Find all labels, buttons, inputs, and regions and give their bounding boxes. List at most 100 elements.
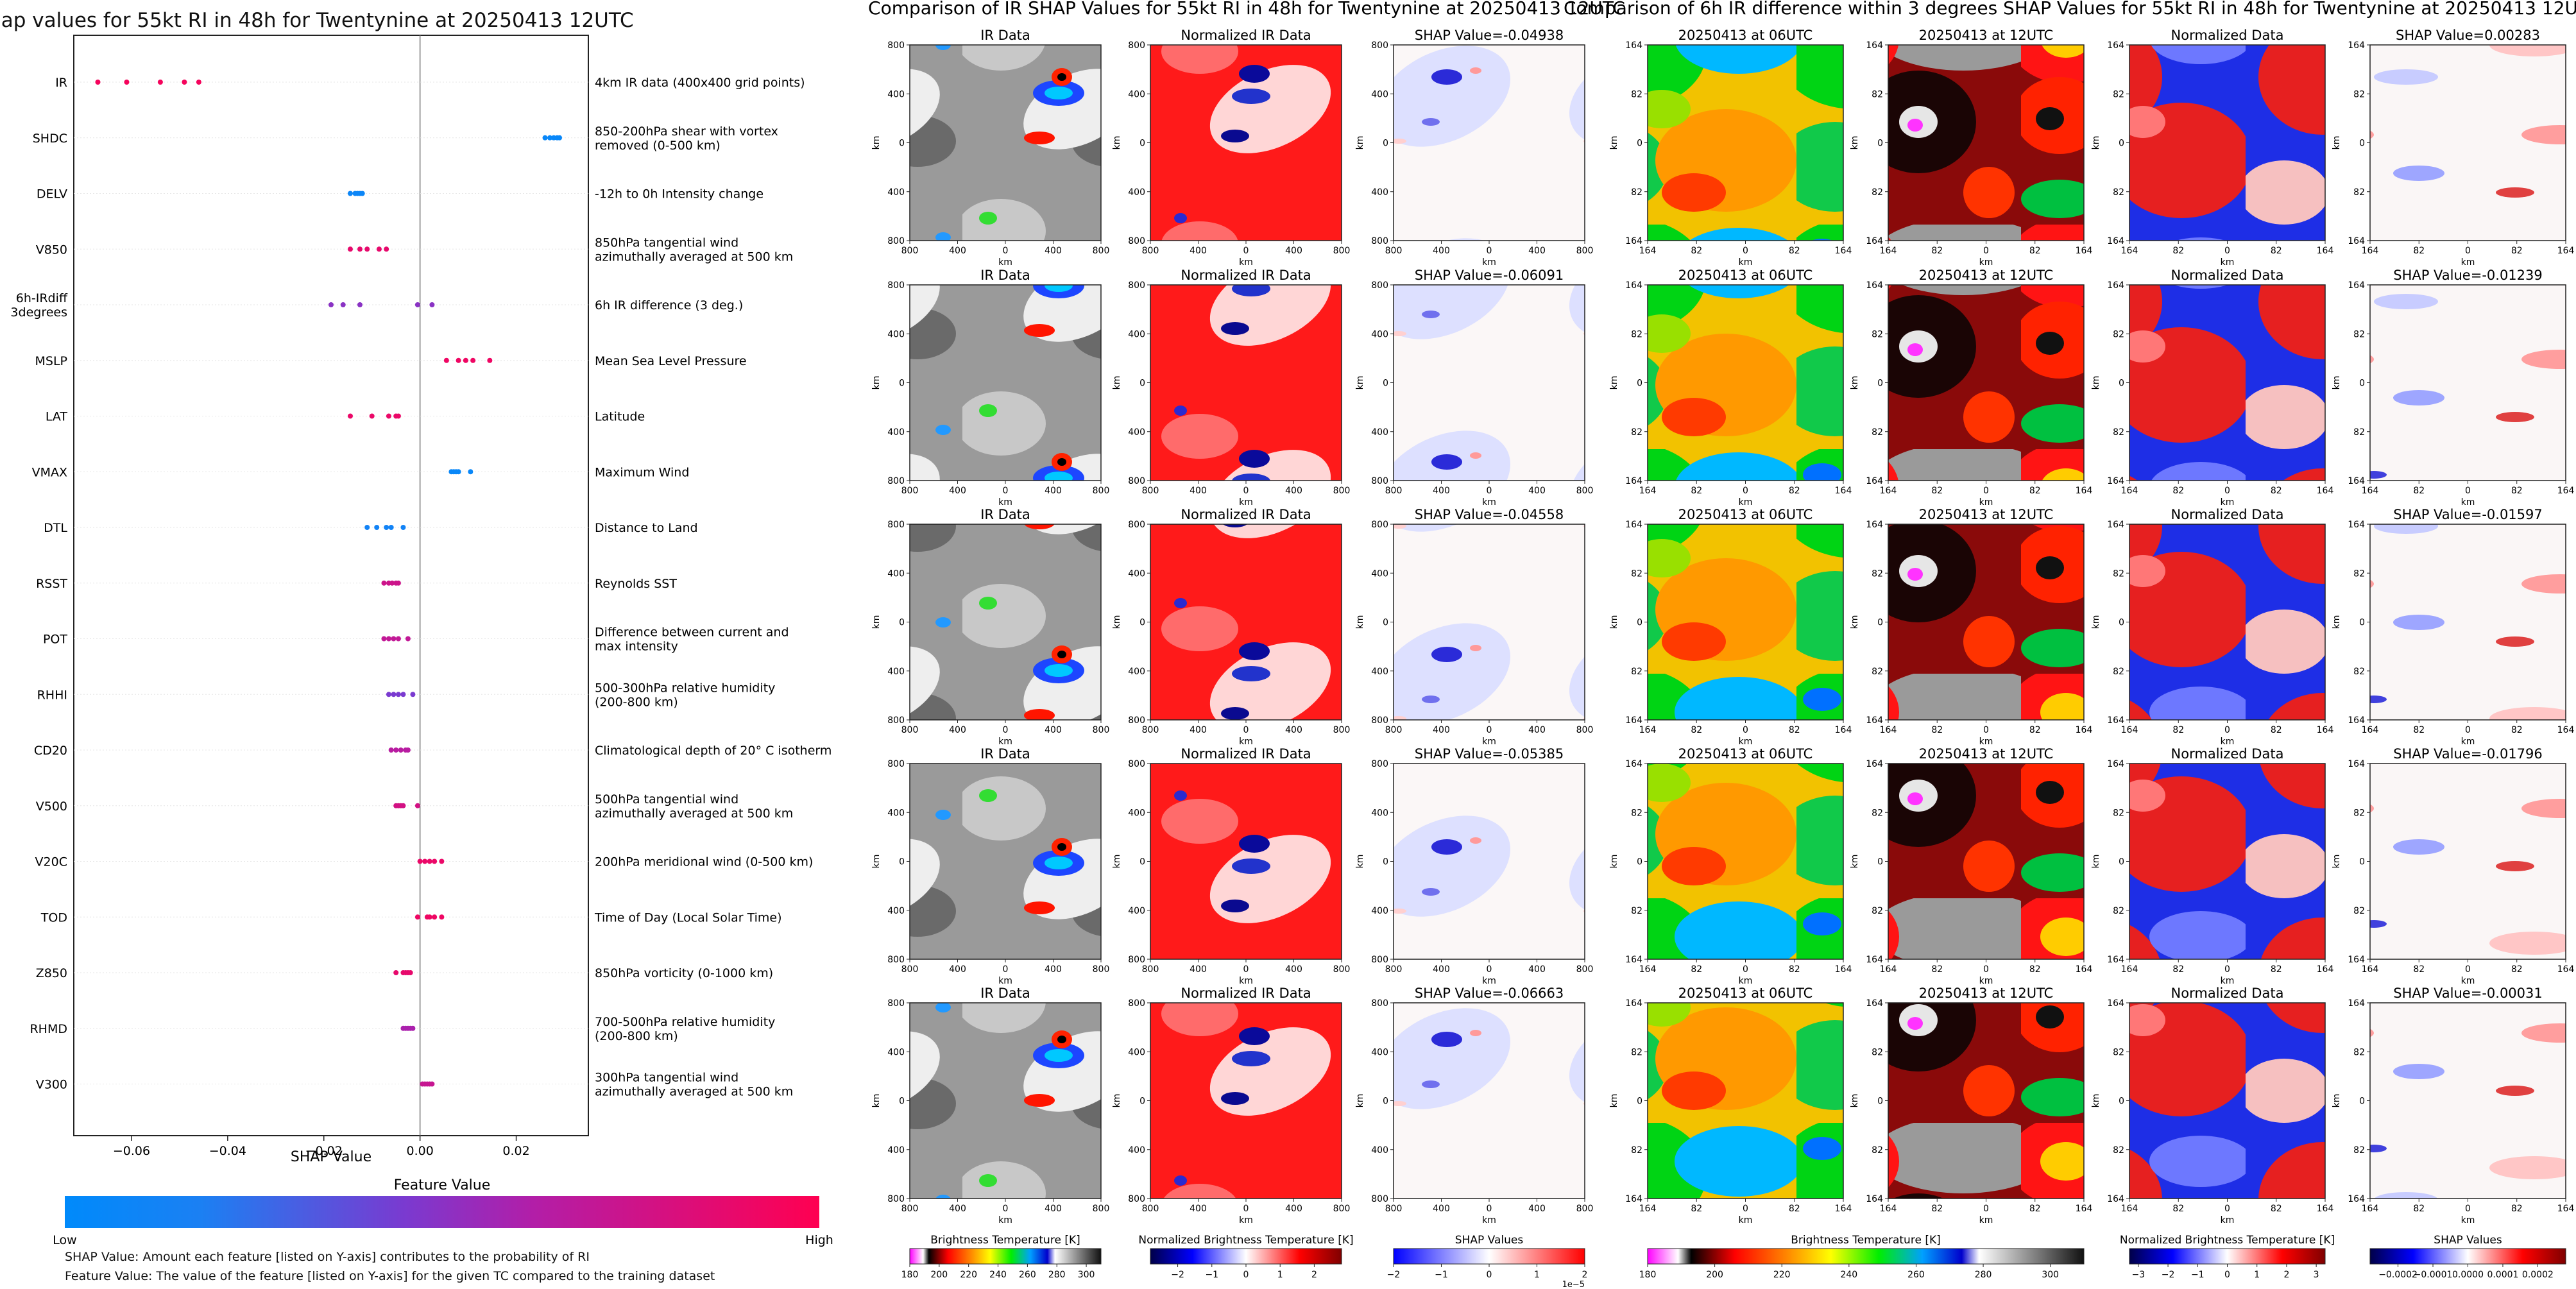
colorbar: Brightness Temperature [K] 180 200 220 240 26… <box>901 1234 1102 1280</box>
y-tick-label: 400 <box>887 667 905 677</box>
shap-dot <box>340 302 346 307</box>
x-tick-label: 800 <box>1333 1204 1351 1214</box>
colorbar-tick-label: −0.0002 <box>2378 1270 2418 1280</box>
feature-label: DELV <box>37 187 67 201</box>
feature-description: 700-500hPa relative humidity (200-800 km) <box>595 1015 775 1043</box>
y-tick-label: 800 <box>1371 998 1388 1009</box>
y-axis-label: km <box>2332 615 2342 629</box>
y-tick-label: 164 <box>1625 476 1642 486</box>
feature-label: V20C <box>35 855 67 869</box>
shap-dot <box>393 970 399 975</box>
shap-dot <box>443 357 449 363</box>
y-tick-label: 82 <box>1872 906 1883 916</box>
y-tick-label: 164 <box>2348 236 2365 246</box>
panel-title: Normalized IR Data <box>1181 746 1311 762</box>
shap-dot <box>389 580 395 586</box>
colorbar-tick-label: −3 <box>2132 1270 2145 1280</box>
x-tick-label: 0 <box>1743 486 1748 496</box>
x-tick-label: 400 <box>949 964 966 975</box>
y-tick-label: 800 <box>1371 1194 1388 1204</box>
x-axis-label: km <box>1239 1215 1253 1225</box>
x-tick-label: 164 <box>1639 725 1657 735</box>
x-axis-label: km <box>1482 257 1496 268</box>
colorbar-tick-label: 2 <box>2283 1270 2289 1280</box>
y-tick-label: 164 <box>2348 998 2365 1009</box>
feature-description: Latitude <box>595 410 645 424</box>
y-tick-label: 0 <box>899 618 905 628</box>
shap-dot <box>400 803 406 808</box>
x-tick-label: 164 <box>1835 246 1852 256</box>
y-tick-label: 800 <box>887 759 905 769</box>
y-tick-label: 400 <box>1371 1047 1388 1057</box>
feature-label: CD20 <box>34 744 67 758</box>
y-axis-label: km <box>2332 136 2342 150</box>
x-tick-label: 400 <box>949 246 966 256</box>
y-tick-label: 82 <box>2353 329 2365 339</box>
y-tick-label: 0 <box>1637 379 1642 389</box>
x-tick-label: 164 <box>2557 725 2575 735</box>
panel-title: SHAP Value=-0.04938 <box>1415 28 1564 43</box>
y-tick-label: 164 <box>2107 759 2124 769</box>
panel-image <box>2129 1002 2326 1199</box>
shap-dot <box>414 914 420 920</box>
colorbar-tick-label: 180 <box>1639 1270 1657 1280</box>
y-tick-label: 82 <box>2113 89 2124 99</box>
x-tick-label: 164 <box>2076 486 2093 496</box>
y-axis-label: km <box>1609 136 1619 150</box>
x-tick-label: 82 <box>2271 964 2282 975</box>
x-tick-label: 82 <box>1789 964 1800 975</box>
y-tick-label: 164 <box>1625 236 1642 246</box>
x-tick-label: 164 <box>2362 246 2379 256</box>
x-tick-label: 164 <box>2121 246 2138 256</box>
colorbar-label: Brightness Temperature [K] <box>1791 1234 1940 1247</box>
x-tick-label: 400 <box>949 1204 966 1214</box>
panel-title: 20250413 at 12UTC <box>1919 28 2054 43</box>
x-axis-label: km <box>1482 1215 1496 1225</box>
feature-description: 6h IR difference (3 deg.) <box>595 298 743 312</box>
x-tick-label: 0 <box>2465 1204 2471 1214</box>
x-tick-label: 0 <box>1003 486 1009 496</box>
colorbar-tick-label: 0 <box>1243 1270 1249 1280</box>
panel-title: Normalized Data <box>2171 986 2284 1001</box>
y-tick-label: 164 <box>2348 40 2365 51</box>
shap-dot <box>381 580 387 586</box>
x-tick-label: 0 <box>2465 246 2471 256</box>
x-tick-label: 0 <box>1243 1204 1249 1214</box>
x-tick-label: 164 <box>1880 246 1897 256</box>
summary-x-label: SHAP Value <box>291 1149 371 1165</box>
x-tick-label: −0.02 <box>305 1144 343 1158</box>
y-tick-label: 0 <box>2119 1097 2124 1107</box>
y-tick-label: 400 <box>1128 568 1145 579</box>
x-tick-label: 164 <box>1880 725 1897 735</box>
y-tick-label: 400 <box>887 187 905 198</box>
y-tick-label: 800 <box>1128 715 1145 726</box>
colorbar-gradient <box>1150 1248 1342 1265</box>
y-axis-label: km <box>1112 376 1122 390</box>
colorbar-gradient <box>2369 1248 2566 1265</box>
colorbar: SHAP Values −2 −1 0 1 21e−5 <box>1387 1234 1588 1289</box>
y-tick-label: 164 <box>2107 1194 2124 1204</box>
x-tick-label: 82 <box>1691 246 1702 256</box>
colorbar-tick-label: 0 <box>1487 1270 1492 1280</box>
x-tick-label: 164 <box>1880 964 1897 975</box>
colorbar-label: SHAP Values <box>2434 1234 2502 1247</box>
shap-dot <box>196 80 201 85</box>
colorbar-tick-label: −1 <box>1435 1270 1448 1280</box>
y-tick-label: 400 <box>887 329 905 339</box>
panel-image <box>909 44 1102 241</box>
x-tick-label: 0 <box>1003 725 1009 735</box>
x-tick-label: 800 <box>1142 725 1159 735</box>
feature-label: 6h-IRdiff 3degrees <box>10 291 67 320</box>
y-tick-label: 800 <box>1371 520 1388 530</box>
y-tick-label: 400 <box>1128 808 1145 818</box>
x-axis-label: km <box>2461 737 2475 747</box>
x-tick-label: 82 <box>2172 725 2184 735</box>
x-tick-label: 0 <box>2224 486 2230 496</box>
x-tick-label: −0.06 <box>113 1144 150 1158</box>
colorbar-exponent: 1e−5 <box>1562 1280 1585 1289</box>
